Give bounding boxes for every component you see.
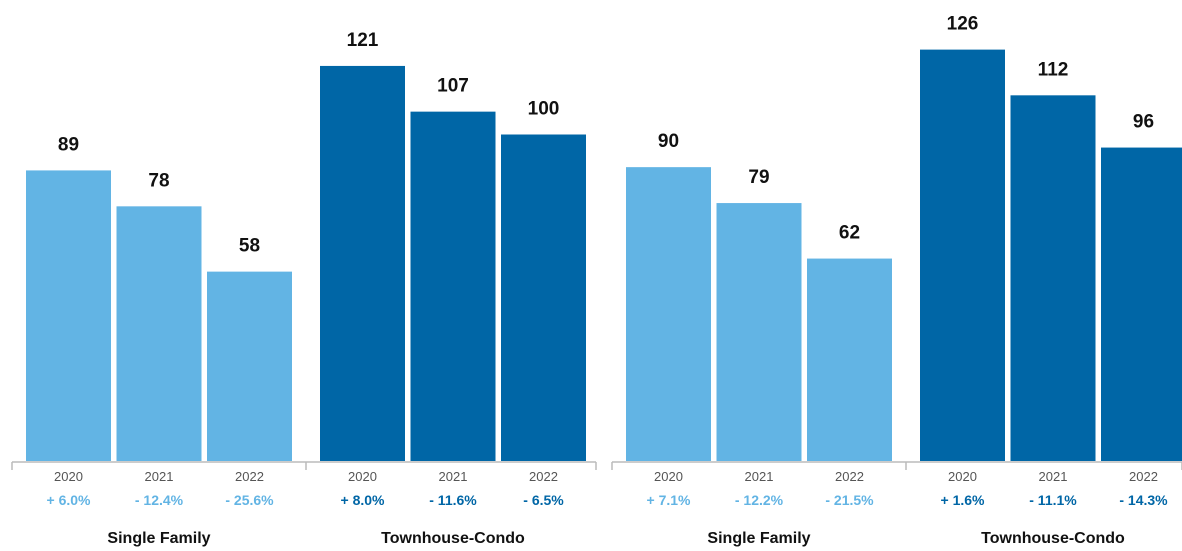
change-percent-label: - 11.1%	[1029, 492, 1077, 508]
bar-value-label: 100	[528, 99, 560, 120]
bar-townhouse-condo-2021	[410, 111, 496, 462]
bar-value-label: 126	[947, 14, 979, 35]
bar-single-family-2022	[807, 258, 892, 461]
bar-value-label: 78	[148, 170, 169, 191]
bar-townhouse-condo-2020	[320, 65, 405, 461]
bar-value-label: 58	[239, 236, 260, 257]
change-percent-label: + 7.1%	[647, 492, 692, 508]
bar-townhouse-condo-2022	[1101, 147, 1182, 461]
bar-value-label: 89	[58, 134, 79, 155]
group-label: Townhouse-Condo	[981, 530, 1125, 547]
bar-value-label: 62	[839, 223, 860, 244]
bar-single-family-2020	[626, 167, 711, 461]
chart-panel-2: 90 2020 + 7.1% 79 2021 - 12.2% 62 2022 - 21.5% Si…	[611, 14, 1182, 547]
year-tick-label: 2020	[654, 469, 683, 484]
chart-panel-1: 89 2020 + 6.0% 78 2021 - 12.4% 58 2022 - 25.6% Si…	[11, 30, 597, 547]
change-percent-label: - 12.4%	[135, 492, 184, 508]
year-tick-label: 2020	[348, 469, 377, 484]
year-tick-label: 2021	[439, 469, 468, 484]
year-tick-label: 2020	[948, 469, 977, 484]
bar-single-family-2022	[207, 271, 292, 461]
group-label: Townhouse-Condo	[381, 530, 525, 547]
bar-value-label: 79	[748, 167, 769, 188]
year-tick-label: 2022	[529, 469, 558, 484]
bar-value-label: 107	[437, 76, 469, 97]
change-percent-label: - 21.5%	[825, 492, 874, 508]
change-percent-label: - 14.3%	[1119, 492, 1168, 508]
year-tick-label: 2021	[1039, 469, 1068, 484]
bar-value-label: 90	[658, 131, 679, 152]
group-label: Single Family	[707, 530, 810, 547]
change-percent-label: + 8.0%	[341, 492, 386, 508]
year-tick-label: 2021	[145, 469, 174, 484]
change-percent-label: + 6.0%	[47, 492, 92, 508]
change-percent-label: - 6.5%	[523, 492, 564, 508]
year-tick-label: 2021	[745, 469, 774, 484]
bar-value-label: 96	[1133, 112, 1154, 133]
bar-single-family-2020	[26, 170, 111, 462]
bar-townhouse-condo-2022	[501, 134, 586, 461]
change-percent-label: - 12.2%	[735, 492, 784, 508]
year-tick-label: 2022	[235, 469, 264, 484]
bar-single-family-2021	[716, 203, 802, 461]
bar-townhouse-condo-2021	[1010, 95, 1096, 461]
change-percent-label: - 25.6%	[225, 492, 274, 508]
year-tick-label: 2022	[835, 469, 864, 484]
year-tick-label: 2020	[54, 469, 83, 484]
year-tick-label: 2022	[1129, 469, 1158, 484]
change-percent-label: + 1.6%	[941, 492, 986, 508]
bar-value-label: 121	[347, 30, 379, 51]
change-percent-label: - 11.6%	[429, 492, 477, 508]
group-label: Single Family	[107, 530, 210, 547]
bar-townhouse-condo-2020	[920, 49, 1005, 462]
bar-single-family-2021	[116, 206, 202, 461]
bar-value-label: 112	[1038, 59, 1069, 80]
